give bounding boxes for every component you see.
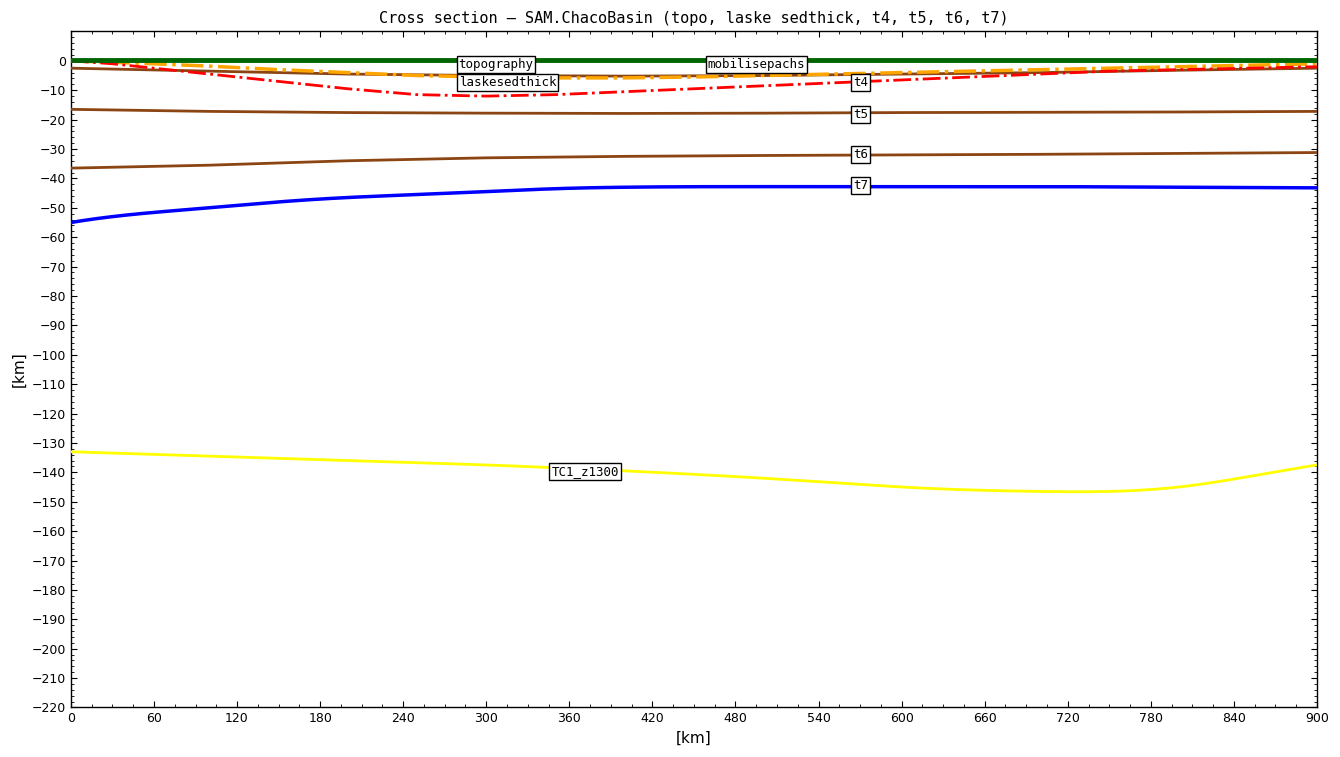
Text: t7: t7 bbox=[854, 179, 868, 192]
Text: topography: topography bbox=[458, 58, 533, 71]
Text: mobilisepachs: mobilisepachs bbox=[708, 58, 805, 71]
Text: TC1_z1300: TC1_z1300 bbox=[551, 466, 619, 478]
Text: t6: t6 bbox=[854, 148, 868, 160]
Text: t5: t5 bbox=[854, 108, 868, 121]
Title: Cross section – SAM.ChacoBasin (topo, laske sedthick, t4, t5, t6, t7): Cross section – SAM.ChacoBasin (topo, la… bbox=[379, 11, 1009, 26]
X-axis label: [km]: [km] bbox=[677, 731, 712, 746]
Text: t4: t4 bbox=[854, 76, 868, 89]
Text: laskesedthick: laskesedthick bbox=[458, 76, 556, 89]
Y-axis label: [km]: [km] bbox=[11, 351, 25, 388]
